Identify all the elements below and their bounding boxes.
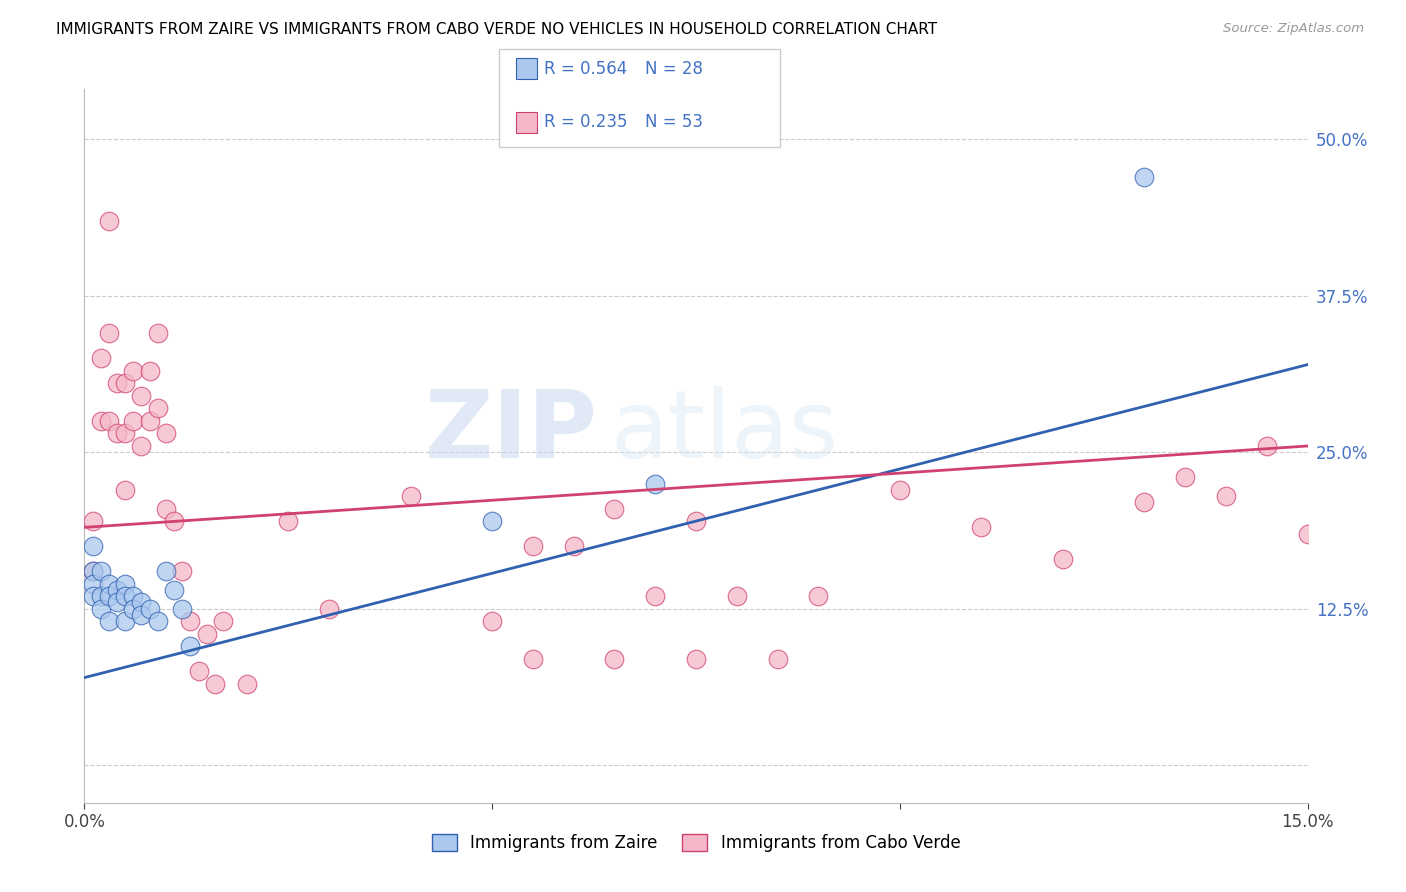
Text: N = 28: N = 28 (645, 60, 703, 78)
Point (236, 677, 259, 691)
Point (603, 652, 626, 666)
Point (172, 564, 194, 578)
Point (644, 589, 666, 603)
Point (187, 665, 209, 679)
Point (97, 414, 120, 428)
Text: R = 0.235: R = 0.235 (544, 113, 627, 131)
Point (82, 514, 104, 528)
Point (1296, 526, 1319, 541)
Legend: Immigrants from Zaire, Immigrants from Cabo Verde: Immigrants from Zaire, Immigrants from C… (425, 827, 967, 859)
Point (105, 376, 128, 391)
Point (725, 589, 748, 603)
Text: atlas: atlas (610, 385, 838, 478)
Point (481, 514, 503, 528)
Point (97, 213, 120, 227)
Point (97, 326, 120, 341)
Point (179, 614, 201, 628)
Point (146, 614, 169, 628)
Point (155, 501, 177, 516)
Point (522, 652, 544, 666)
Point (1052, 551, 1074, 566)
Point (970, 520, 993, 534)
Point (131, 607, 153, 622)
Text: R = 0.564: R = 0.564 (544, 60, 627, 78)
Point (1133, 169, 1156, 184)
Point (522, 539, 544, 553)
Point (172, 601, 194, 615)
Point (562, 539, 585, 553)
Point (114, 589, 136, 603)
Point (122, 601, 145, 615)
Point (82, 589, 104, 603)
Point (481, 614, 503, 628)
Point (807, 589, 830, 603)
Point (138, 414, 160, 428)
Point (114, 614, 136, 628)
Point (146, 401, 169, 416)
Point (138, 364, 160, 378)
Point (131, 439, 153, 453)
Point (105, 426, 128, 441)
Point (399, 489, 422, 503)
Point (1256, 439, 1278, 453)
Point (155, 426, 177, 441)
Point (138, 601, 160, 615)
Point (90, 589, 112, 603)
Point (82, 564, 104, 578)
Point (97, 614, 120, 628)
Point (131, 389, 153, 403)
Text: N = 53: N = 53 (645, 113, 703, 131)
Point (603, 501, 626, 516)
Point (179, 640, 201, 654)
Point (114, 426, 136, 441)
Point (114, 483, 136, 497)
Point (82, 564, 104, 578)
Point (82, 539, 104, 553)
Point (204, 677, 226, 691)
Text: ZIP: ZIP (425, 385, 598, 478)
Point (105, 582, 128, 597)
Point (277, 514, 299, 528)
Point (644, 476, 666, 491)
Point (97, 576, 120, 591)
Point (122, 414, 145, 428)
Text: IMMIGRANTS FROM ZAIRE VS IMMIGRANTS FROM CABO VERDE NO VEHICLES IN HOUSEHOLD COR: IMMIGRANTS FROM ZAIRE VS IMMIGRANTS FROM… (56, 22, 938, 37)
Point (212, 614, 235, 628)
Point (766, 652, 789, 666)
Point (685, 514, 707, 528)
Point (1133, 495, 1156, 509)
Point (163, 514, 186, 528)
Point (889, 483, 911, 497)
Point (685, 652, 707, 666)
Point (122, 364, 145, 378)
Point (82, 576, 104, 591)
Point (90, 601, 112, 615)
Point (155, 564, 177, 578)
Point (105, 595, 128, 609)
Point (90, 414, 112, 428)
Point (1174, 470, 1197, 484)
Point (131, 595, 153, 609)
Point (122, 589, 145, 603)
Point (90, 564, 112, 578)
Point (318, 601, 340, 615)
Point (97, 589, 120, 603)
Point (114, 376, 136, 391)
Point (114, 576, 136, 591)
Text: Source: ZipAtlas.com: Source: ZipAtlas.com (1223, 22, 1364, 36)
Point (1215, 489, 1237, 503)
Point (195, 627, 218, 641)
Point (146, 326, 169, 341)
Point (90, 351, 112, 366)
Point (163, 582, 186, 597)
